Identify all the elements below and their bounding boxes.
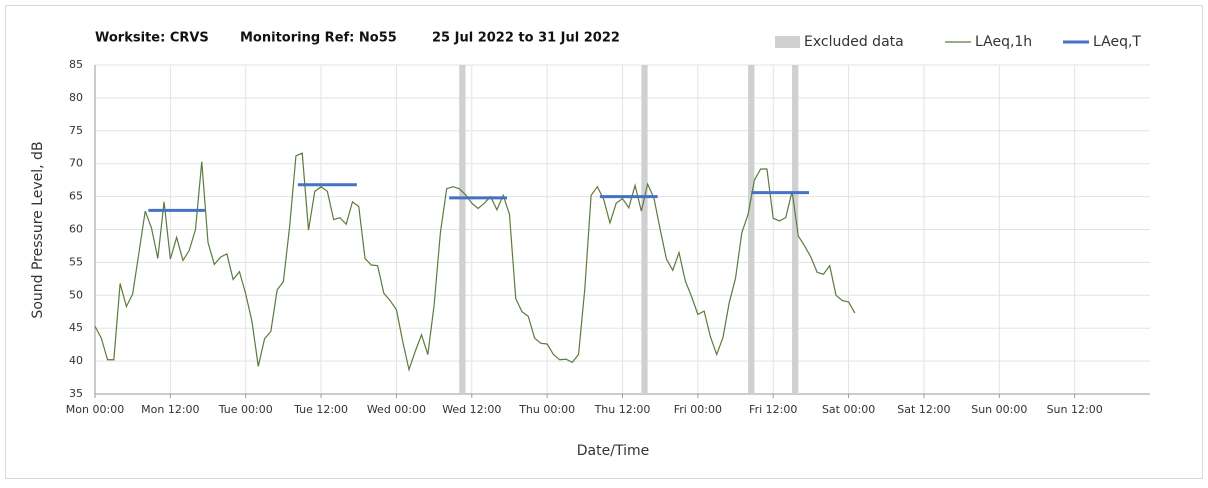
y-tick-label: 70 xyxy=(69,157,83,170)
legend-label: Excluded data xyxy=(804,34,904,50)
x-tick-label: Thu 00:00 xyxy=(518,403,575,416)
y-tick-label: 45 xyxy=(69,321,83,334)
line xyxy=(94,152,856,372)
chart-frame xyxy=(5,5,1203,479)
y-tick-label: 50 xyxy=(69,288,83,301)
excluded-band xyxy=(641,65,648,394)
legend-swatch xyxy=(775,36,800,48)
chart-title: 25 Jul 2022 to 31 Jul 2022 xyxy=(432,31,620,46)
legend-label: LAeq,1h xyxy=(975,34,1032,50)
excluded-band xyxy=(792,65,799,394)
x-tick-label: Tue 00:00 xyxy=(218,403,273,416)
y-tick-label: 35 xyxy=(69,387,83,400)
y-tick-label: 80 xyxy=(69,91,83,104)
y-tick-label: 40 xyxy=(69,354,83,367)
x-tick-label: Sat 12:00 xyxy=(897,403,950,416)
x-tick-label: Fri 12:00 xyxy=(749,403,797,416)
y-axis-label: Sound Pressure Level, dB xyxy=(30,141,46,318)
x-tick-label: Wed 00:00 xyxy=(367,403,426,416)
x-tick-label: Fri 00:00 xyxy=(674,403,722,416)
x-tick-label: Sat 00:00 xyxy=(822,403,875,416)
excluded-band xyxy=(459,65,466,394)
x-axis-label: Date/Time xyxy=(577,443,649,459)
x-tick-label: Tue 12:00 xyxy=(293,403,348,416)
x-tick-label: Thu 12:00 xyxy=(594,403,651,416)
y-tick-label: 55 xyxy=(69,255,83,268)
y-tick-label: 65 xyxy=(69,190,83,203)
excluded-band xyxy=(748,65,755,394)
x-tick-label: Sun 00:00 xyxy=(971,403,1027,416)
chart-title: Monitoring Ref: No55 xyxy=(240,31,397,46)
y-tick-label: 75 xyxy=(69,124,83,137)
x-tick-label: Sun 12:00 xyxy=(1047,403,1103,416)
x-tick-label: Mon 00:00 xyxy=(66,403,124,416)
x-tick-label: Mon 12:00 xyxy=(141,403,199,416)
y-tick-label: 60 xyxy=(69,223,83,236)
legend-label: LAeq,T xyxy=(1093,34,1141,50)
chart-title: Worksite: CRVS xyxy=(95,31,209,46)
x-tick-label: Wed 12:00 xyxy=(442,403,501,416)
y-tick-label: 85 xyxy=(69,58,83,71)
